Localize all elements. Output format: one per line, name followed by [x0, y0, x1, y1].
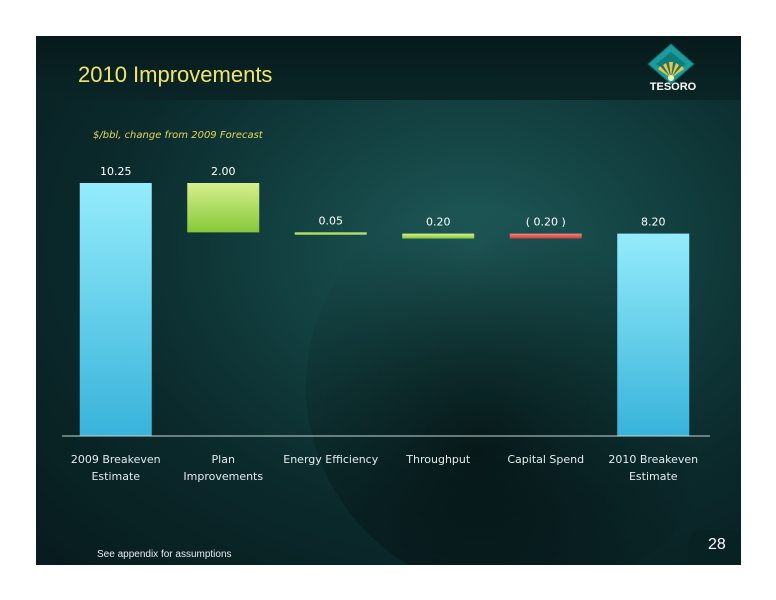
bar-1	[187, 183, 260, 233]
bar-4	[509, 233, 582, 239]
category-label-3-0: Throughput	[405, 453, 471, 466]
data-label-5: 8.20	[641, 216, 666, 229]
category-label-1-0: Plan	[212, 453, 235, 466]
slide-title: 2010 Improvements	[78, 62, 273, 87]
page-number-tab	[688, 530, 741, 565]
bar-5	[617, 233, 690, 436]
category-label-4-0: Capital Spend	[507, 453, 584, 466]
category-label-2-0: Energy Efficiency	[283, 453, 378, 466]
chart-subtitle: $/bbl, change from 2009 Forecast	[93, 130, 263, 141]
logo-wordmark: TESORO	[649, 81, 697, 93]
data-label-3: 0.20	[426, 216, 451, 229]
footnote: See appendix for assumptions	[97, 549, 232, 560]
category-label-5-1: Estimate	[629, 470, 678, 483]
waterfall-chart: 10.25 2009 Breakeven Estimate 2.00 Plan Impro…	[62, 165, 710, 483]
category-label-0-1: Estimate	[91, 470, 140, 483]
tesoro-logo-icon	[647, 43, 695, 85]
bar-3	[402, 233, 475, 239]
category-label-5-0: 2010 Breakeven	[608, 453, 698, 466]
data-label-0: 10.25	[100, 165, 132, 178]
bar-2	[294, 232, 367, 235]
category-label-1-1: Improvements	[183, 470, 263, 483]
data-label-4: ( 0.20 )	[526, 216, 566, 229]
page-number: 28	[708, 536, 726, 553]
data-label-1: 2.00	[211, 165, 236, 178]
title-band	[36, 36, 741, 100]
slide: 2010 Improvements TESORO $/bbl, change f…	[36, 36, 741, 565]
category-label-0-0: 2009 Breakeven	[71, 453, 161, 466]
data-label-2: 0.05	[319, 214, 344, 227]
bar-0	[79, 183, 152, 436]
